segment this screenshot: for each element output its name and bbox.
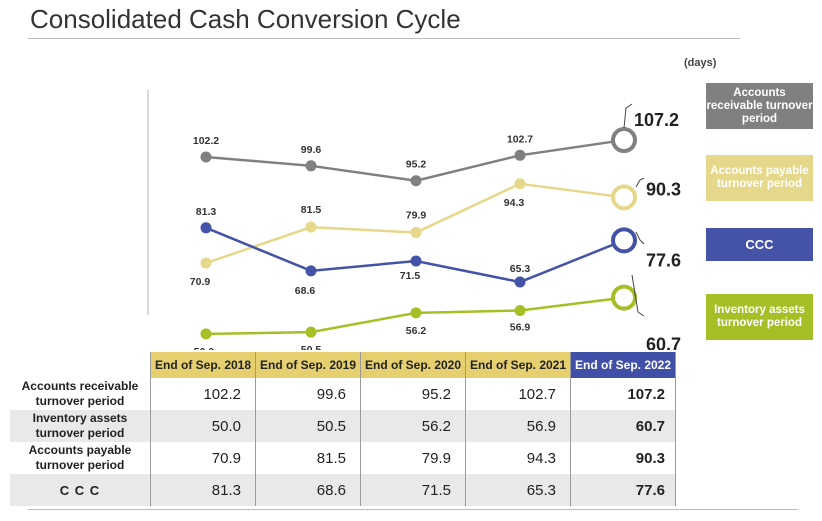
data-point-receivable — [514, 149, 526, 161]
data-label-receivable: 95.2 — [406, 159, 427, 171]
data-label-ccc: 71.5 — [400, 270, 421, 282]
leader-line-inventory — [631, 274, 645, 317]
table-cell: 56.9 — [465, 410, 571, 442]
data-table: End of Sep. 2018 End of Sep. 2019 End of… — [10, 352, 676, 506]
data-point-receivable — [200, 151, 212, 163]
table-cell: 71.5 — [360, 474, 466, 506]
data-label-receivable: 99.6 — [301, 144, 322, 156]
table-cell: 90.3 — [570, 442, 676, 474]
table-cell: 70.9 — [150, 442, 256, 474]
table-cell: 81.5 — [255, 442, 361, 474]
table-cell: 50.5 — [255, 410, 361, 442]
data-label-ccc: 81.3 — [196, 206, 217, 218]
table-cell: 60.7 — [570, 410, 676, 442]
data-point-payable — [200, 257, 212, 269]
data-point-payable — [410, 227, 422, 239]
data-label-inventory: 56.9 — [510, 321, 531, 333]
row-label: Accounts receivable turnover period — [10, 378, 151, 410]
data-point-ccc — [200, 222, 212, 234]
data-point-ccc — [410, 255, 422, 267]
page-title: Consolidated Cash Conversion Cycle — [30, 4, 461, 34]
end-label-ccc: 77.6 — [646, 250, 681, 270]
table-header-2019: End of Sep. 2019 — [255, 352, 361, 378]
leader-line-payable — [635, 177, 645, 188]
leader-line-receivable — [623, 103, 633, 129]
table-cell: 79.9 — [360, 442, 466, 474]
end-label-receivable: 107.2 — [634, 110, 679, 130]
series-line-payable — [205, 182, 625, 265]
table-cell: 107.2 — [570, 378, 676, 410]
table-row: C C C 81.3 68.6 71.5 65.3 77.6 — [10, 474, 676, 506]
table-cell: 102.2 — [150, 378, 256, 410]
legend-inventory: Inventory assets turnover period — [706, 294, 813, 340]
data-label-receivable: 102.2 — [193, 135, 219, 147]
data-label-payable: 70.9 — [190, 276, 211, 288]
row-label: C C C — [10, 474, 151, 506]
data-label-ccc: 65.3 — [510, 263, 531, 275]
table-cell: 81.3 — [150, 474, 256, 506]
table-header-row: End of Sep. 2018 End of Sep. 2019 End of… — [10, 352, 676, 378]
table-corner — [10, 352, 151, 378]
end-label-inventory: 60.7 — [646, 335, 681, 350]
table-row: Accounts receivable turnover period 102.… — [10, 378, 676, 410]
table-header-2022: End of Sep. 2022 — [570, 352, 676, 378]
table-cell: 102.7 — [465, 378, 571, 410]
legend-ccc: CCC — [706, 228, 813, 261]
data-point-payable — [305, 221, 317, 233]
data-label-payable: 79.9 — [406, 210, 427, 222]
end-marker-inventory — [611, 284, 637, 311]
title-divider — [28, 38, 740, 39]
table-header-2021: End of Sep. 2021 — [465, 352, 571, 378]
data-label-receivable: 102.7 — [507, 133, 533, 145]
data-point-receivable — [410, 175, 422, 187]
table-cell: 77.6 — [570, 474, 676, 506]
data-point-receivable — [305, 160, 317, 172]
table-row: Inventory assets turnover period 50.0 50… — [10, 410, 676, 442]
data-label-payable: 94.3 — [504, 197, 525, 209]
table-cell: 99.6 — [255, 378, 361, 410]
data-point-ccc — [305, 265, 317, 277]
leader-line-ccc — [635, 231, 645, 245]
data-point-ccc — [514, 276, 526, 288]
table-header-2018: End of Sep. 2018 — [150, 352, 256, 378]
data-point-inventory — [514, 304, 526, 316]
data-label-inventory: 50.0 — [194, 346, 215, 350]
end-marker-receivable — [611, 127, 637, 154]
row-label: Accounts payable turnover period — [10, 442, 151, 474]
end-marker-ccc — [611, 227, 637, 254]
table-cell: 65.3 — [465, 474, 571, 506]
unit-label: (days) — [684, 57, 717, 69]
table-cell: 50.0 — [150, 410, 256, 442]
table-cell: 56.2 — [360, 410, 466, 442]
table-cell: 68.6 — [255, 474, 361, 506]
data-label-ccc: 68.6 — [295, 285, 316, 297]
bottom-divider — [28, 509, 798, 510]
data-label-inventory: 50.5 — [301, 344, 322, 350]
legend-payable: Accounts payable turnover period — [706, 155, 813, 201]
data-point-inventory — [200, 328, 212, 340]
data-point-inventory — [305, 326, 317, 338]
data-point-payable — [514, 178, 526, 190]
end-label-payable: 90.3 — [646, 179, 681, 199]
table-cell: 94.3 — [465, 442, 571, 474]
data-label-payable: 81.5 — [301, 204, 322, 216]
end-marker-payable — [611, 184, 637, 211]
line-chart: 102.2 99.6 95.2 102.7 107.2 70.9 81.5 79.9 94.3 9… — [147, 90, 681, 350]
data-label-inventory: 56.2 — [406, 325, 427, 337]
row-label: Inventory assets turnover period — [10, 410, 151, 442]
table-cell: 95.2 — [360, 378, 466, 410]
legend-receivable: Accounts receivable turnover period — [706, 83, 813, 129]
table-row: Accounts payable turnover period 70.9 81… — [10, 442, 676, 474]
table-header-2020: End of Sep. 2020 — [360, 352, 466, 378]
data-point-inventory — [410, 307, 422, 319]
